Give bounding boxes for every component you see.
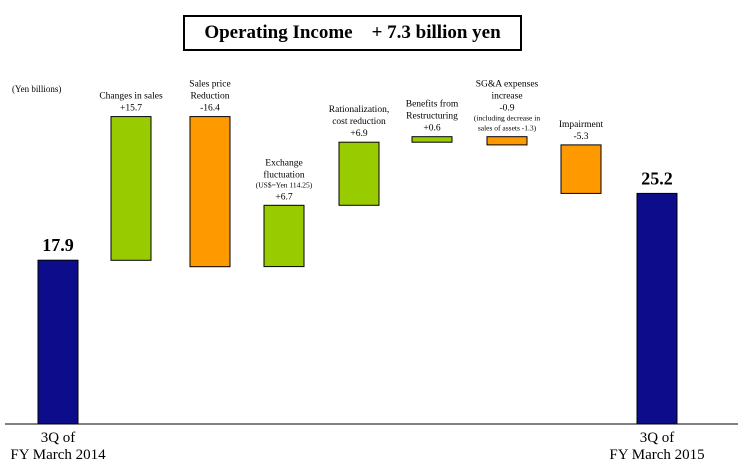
bar-0 (37, 259, 79, 425)
bar-label-7-1: -5.3 (573, 132, 588, 142)
bar-1 (110, 116, 152, 261)
bar-label-6-3: (including decrease in (474, 114, 540, 123)
bar-label-2-1: Reduction (190, 92, 229, 102)
axis-label-0-0: 3Q of (41, 430, 76, 446)
bar-label-2-2: -16.4 (200, 104, 220, 114)
bar-label-5-0: Benefits from (406, 99, 459, 110)
bar-7 (560, 144, 602, 194)
bar-label-3-2: (US$=Yen 114.25) (256, 180, 313, 189)
bar-label-5-2: +0.6 (423, 124, 440, 134)
bar-label-6-4: sales of assets -1.3) (478, 124, 537, 133)
bar-label-2-0: Sales price (189, 80, 230, 90)
bar-label-3-0: Exchange (265, 158, 302, 168)
bar-label-1-1: +15.7 (120, 104, 142, 114)
value-label-8: 25.2 (641, 168, 673, 188)
unit-label: (Yen billions) (12, 84, 61, 94)
bar-label-7-0: Impairment (559, 120, 604, 130)
bar-2 (189, 116, 231, 268)
bar-label-6-0: SG&A expenses (476, 80, 539, 90)
bar-8 (636, 192, 678, 425)
bar-4 (338, 141, 380, 206)
bar-label-3-3: +6.7 (275, 192, 292, 202)
axis-label-0-1: FY March 2014 (10, 447, 106, 463)
bar-label-4-2: +6.9 (350, 129, 367, 139)
bar-label-4-0: Rationalization, (329, 105, 389, 115)
axis-label-8-1: FY March 2015 (609, 447, 704, 463)
bar-label-3-1: fluctuation (263, 169, 304, 180)
bar-5 (411, 136, 453, 143)
bar-3 (263, 204, 305, 268)
bar-label-1-0: Changes in sales (99, 92, 163, 102)
bar-label-4-1: cost reduction (332, 117, 386, 127)
axis-label-8-0: 3Q of (640, 430, 675, 446)
bar-6 (486, 136, 528, 146)
bar-label-5-1: Restructuring (406, 112, 458, 122)
bar-label-6-2: -0.9 (499, 104, 514, 114)
value-label-0: 17.9 (42, 235, 74, 255)
bar-label-6-1: increase (491, 92, 522, 102)
chart-title: Operating Income + 7.3 billion yen (183, 15, 522, 51)
